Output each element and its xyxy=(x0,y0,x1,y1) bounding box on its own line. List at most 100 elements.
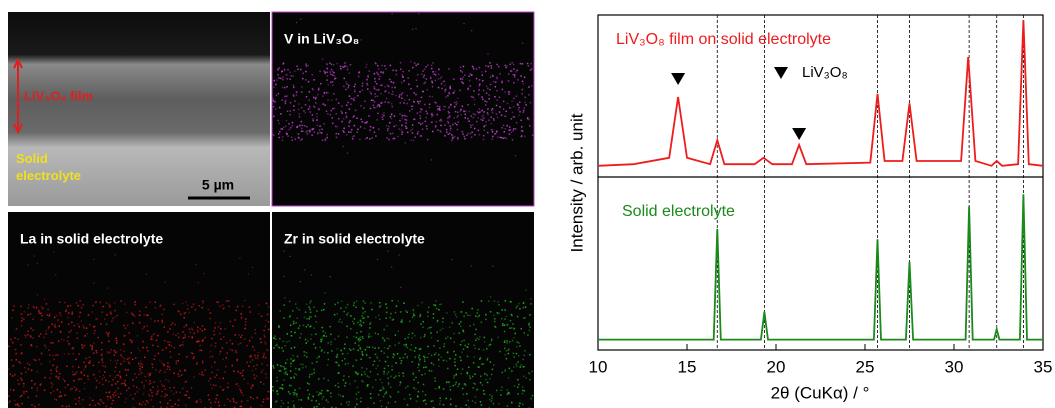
map-dot xyxy=(360,358,362,360)
map-dot xyxy=(279,365,282,367)
map-dot xyxy=(356,332,358,334)
map-dot xyxy=(446,381,448,383)
map-dot xyxy=(324,139,326,142)
map-dot xyxy=(449,85,451,88)
map-dot xyxy=(94,377,97,380)
map-dot xyxy=(244,299,246,302)
map-dot xyxy=(348,125,350,128)
map-dot xyxy=(199,328,202,330)
map-dot xyxy=(360,39,362,41)
map-dot xyxy=(161,319,163,322)
map-dot xyxy=(77,366,80,368)
map-dot xyxy=(393,376,396,379)
map-dot xyxy=(266,349,269,351)
map-dot xyxy=(368,376,370,378)
map-dot xyxy=(448,381,450,384)
map-dot xyxy=(45,333,47,335)
map-dot xyxy=(380,92,382,95)
map-dot xyxy=(181,344,183,346)
map-dot xyxy=(51,383,54,386)
map-dot xyxy=(123,343,125,345)
map-dot xyxy=(369,392,372,395)
map-dot xyxy=(362,337,364,340)
map-dot xyxy=(174,323,176,326)
map-dot xyxy=(15,328,18,330)
map-dot xyxy=(483,111,485,113)
map-dot xyxy=(484,393,486,395)
map-dot xyxy=(498,304,500,306)
map-dot xyxy=(529,378,531,381)
map-dot xyxy=(75,403,77,405)
map-dot xyxy=(85,357,87,360)
map-dot xyxy=(448,93,451,95)
map-dot xyxy=(88,323,91,326)
map-dot xyxy=(280,77,282,80)
map-dot xyxy=(440,131,442,133)
map-dot xyxy=(521,386,524,388)
map-dot xyxy=(465,312,467,314)
map-dot xyxy=(483,336,485,339)
map-dot xyxy=(95,318,97,320)
map-dot xyxy=(445,360,448,362)
map-dot xyxy=(319,70,321,73)
map-dot xyxy=(518,342,520,344)
map-dot xyxy=(307,64,309,67)
map-dot xyxy=(373,402,375,404)
map-dot xyxy=(395,305,398,307)
map-dot xyxy=(422,90,424,93)
map-dot xyxy=(307,340,309,342)
map-dot xyxy=(463,110,465,113)
map-dot xyxy=(239,257,241,259)
map-dot xyxy=(33,383,36,386)
map-dot xyxy=(251,266,254,269)
map-dot xyxy=(489,83,492,86)
map-dot xyxy=(386,137,388,139)
sem-image xyxy=(8,12,270,206)
map-dot xyxy=(324,71,326,74)
map-dot xyxy=(177,404,179,407)
map-dot xyxy=(391,300,393,302)
map-dot xyxy=(495,113,498,115)
map-dot xyxy=(157,352,160,355)
map-dot xyxy=(359,336,361,339)
map-dot xyxy=(178,353,181,356)
map-dot xyxy=(319,392,321,394)
map-dot xyxy=(185,301,187,303)
map-dot xyxy=(343,310,345,313)
map-dot xyxy=(347,86,349,89)
map-dot xyxy=(503,324,506,326)
map-dot xyxy=(196,400,198,402)
map-dot xyxy=(368,115,370,117)
map-dot xyxy=(506,389,509,391)
map-dot xyxy=(356,403,358,406)
map-dot xyxy=(440,303,442,305)
map-dot xyxy=(381,113,384,116)
map-dot xyxy=(317,394,320,396)
map-dot xyxy=(464,113,467,116)
map-dot xyxy=(138,388,140,390)
map-dot xyxy=(215,374,218,376)
map-dot xyxy=(307,389,309,392)
map-dot xyxy=(327,91,329,94)
map-dot xyxy=(75,389,77,392)
map-dot xyxy=(453,78,455,80)
map-dot xyxy=(313,96,315,99)
map-dot xyxy=(14,403,17,406)
map-dot xyxy=(318,108,320,111)
xrd-trace xyxy=(597,20,1044,167)
map-dot xyxy=(30,344,33,346)
map-dot xyxy=(348,95,351,97)
map-dot xyxy=(105,331,108,334)
map-dot xyxy=(201,361,204,364)
map-dot xyxy=(459,356,461,358)
map-dot xyxy=(430,64,433,67)
map-dot xyxy=(447,110,450,113)
map-dot xyxy=(256,396,258,399)
map-dot xyxy=(292,84,295,87)
map-dot xyxy=(75,358,77,361)
map-dot xyxy=(387,384,390,386)
map-dot xyxy=(327,389,329,392)
map-dot xyxy=(481,96,483,98)
map-dot xyxy=(23,366,26,369)
map-dot xyxy=(353,302,356,304)
